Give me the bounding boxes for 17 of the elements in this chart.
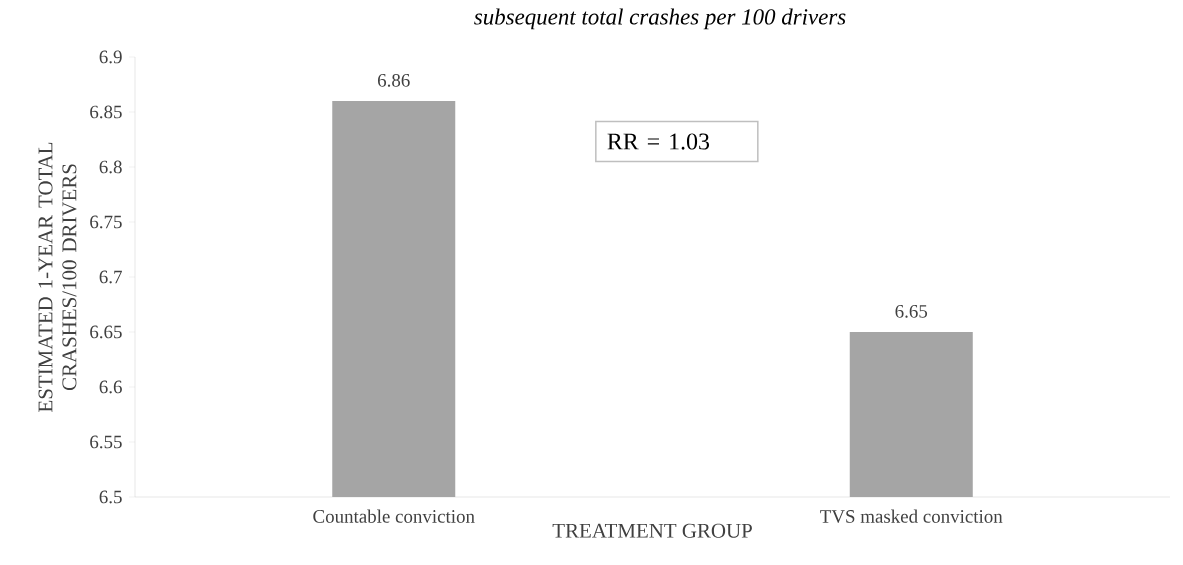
y-tick-label: 6.6	[99, 380, 122, 394]
y-tick-label: 6.55	[90, 435, 122, 449]
data-label: 6.65	[895, 305, 928, 318]
annotation: RR = 1.03	[607, 133, 710, 150]
x-tick-label: TVS masked conviction	[820, 509, 1003, 523]
data-label: 6.86	[378, 73, 410, 87]
y-tick-label: 6.75	[90, 215, 122, 229]
y-axis-title: ESTIMATED 1-YEAR TOTAL CRASHES/100 DRIVERS	[38, 142, 77, 412]
y-tick-label: 6.7	[99, 270, 122, 284]
y-tick-label: 6.65	[90, 325, 122, 339]
y-tick-label: 6.5	[99, 490, 122, 504]
y-tick-label: 6.9	[99, 50, 122, 64]
chart-title: subsequent total crashes per 100 drivers	[474, 8, 846, 30]
y-tick-label: 6.85	[90, 105, 122, 119]
y-tick-label: 6.8	[99, 160, 122, 174]
x-axis-title: TREATMENT GROUP	[552, 523, 752, 538]
x-tick-label: Countable conviction	[313, 509, 475, 523]
